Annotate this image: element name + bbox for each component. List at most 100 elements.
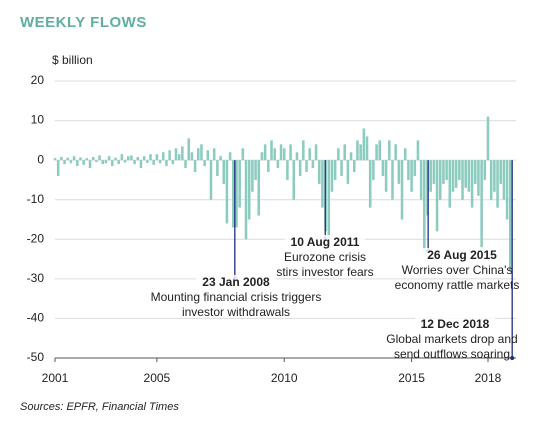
- x-tick-label: 2015: [398, 371, 425, 385]
- bar: [69, 160, 73, 164]
- annotation-date: 26 Aug 2015: [427, 248, 497, 262]
- bar: [483, 160, 487, 180]
- bar: [442, 160, 445, 184]
- bar: [107, 156, 111, 161]
- bar: [91, 156, 95, 161]
- bar: [270, 140, 273, 161]
- bar: [155, 154, 159, 161]
- bar: [410, 160, 413, 192]
- bar: [104, 160, 108, 164]
- bar: [461, 160, 464, 200]
- bar: [438, 160, 442, 200]
- bar: [445, 160, 448, 180]
- bar: [372, 160, 375, 180]
- bar: [499, 160, 502, 184]
- bar: [496, 160, 499, 208]
- bar: [98, 155, 101, 161]
- bar: [212, 148, 216, 161]
- bar: [209, 160, 213, 200]
- bar: [352, 160, 356, 173]
- label-bg: [285, 235, 365, 251]
- bar: [171, 160, 175, 165]
- y-tick-label: -50: [27, 350, 45, 364]
- bar: [302, 140, 305, 161]
- bar: [276, 160, 280, 169]
- bar: [193, 160, 197, 173]
- bar: [120, 154, 124, 161]
- bar: [381, 160, 385, 176]
- bar: [222, 160, 226, 184]
- annotation-text: investor withdrawals: [182, 305, 290, 319]
- bar: [321, 160, 324, 208]
- bar: [79, 157, 82, 161]
- bar: [95, 160, 98, 163]
- bar: [330, 160, 334, 192]
- bar: [378, 140, 382, 161]
- bar: [362, 128, 366, 161]
- bar: [295, 152, 299, 161]
- bar: [470, 160, 474, 208]
- bar: [305, 160, 308, 173]
- bar: [165, 160, 168, 167]
- annotation-date: 12 Dec 2018: [421, 317, 490, 331]
- bar: [333, 160, 337, 180]
- bar: [126, 156, 130, 161]
- bar: [225, 160, 229, 224]
- bar: [254, 160, 257, 180]
- bar: [493, 160, 496, 192]
- bar: [509, 160, 512, 271]
- bar: [206, 150, 210, 161]
- bar: [133, 160, 136, 165]
- bar: [349, 152, 353, 161]
- annotation-date: 10 Aug 2011: [291, 235, 360, 249]
- bar: [219, 156, 222, 161]
- y-tick-label: 10: [31, 113, 45, 127]
- bar: [314, 144, 318, 161]
- bar: [142, 156, 146, 161]
- y-tick-label: -20: [27, 231, 45, 245]
- label-bg: [415, 317, 495, 333]
- bar: [168, 150, 171, 161]
- bar: [403, 148, 407, 161]
- bar: [114, 157, 117, 161]
- bar: [375, 144, 378, 161]
- bar: [365, 136, 369, 161]
- x-tick-label: 2010: [271, 371, 298, 385]
- bar: [340, 160, 343, 176]
- bar: [282, 148, 286, 161]
- bar: [247, 160, 251, 220]
- bar: [407, 160, 410, 180]
- bar: [397, 160, 401, 184]
- bar: [149, 154, 152, 161]
- bar: [480, 160, 483, 248]
- bar: [251, 160, 254, 192]
- y-tick-label: -40: [27, 311, 45, 325]
- bar: [343, 144, 346, 161]
- bar: [311, 160, 315, 169]
- bar: [317, 160, 321, 184]
- annotation-dot: [510, 356, 515, 360]
- bar: [413, 160, 417, 176]
- bar: [308, 148, 311, 161]
- bar: [158, 160, 162, 164]
- bar: [423, 160, 426, 252]
- bar: [267, 160, 270, 173]
- bar: [298, 160, 302, 176]
- bar: [161, 152, 165, 161]
- bar: [130, 155, 133, 161]
- bar: [458, 160, 461, 180]
- bar: [464, 160, 467, 188]
- source: Sources: EPFR, Financial Times: [20, 401, 179, 413]
- bar: [416, 140, 420, 161]
- bar: [502, 160, 506, 200]
- chart-title: WEEKLY FLOWS: [20, 14, 147, 31]
- bar: [388, 140, 391, 161]
- bar: [203, 160, 206, 167]
- bar: [400, 160, 404, 220]
- y-axis-label: $ billion: [52, 53, 93, 67]
- y-tick-label: 0: [37, 152, 44, 166]
- bar: [473, 160, 477, 184]
- bar: [435, 160, 439, 232]
- annotation-text: send outflows soaring: [394, 347, 510, 361]
- annotation-text: Mounting financial crisis triggers: [151, 290, 322, 304]
